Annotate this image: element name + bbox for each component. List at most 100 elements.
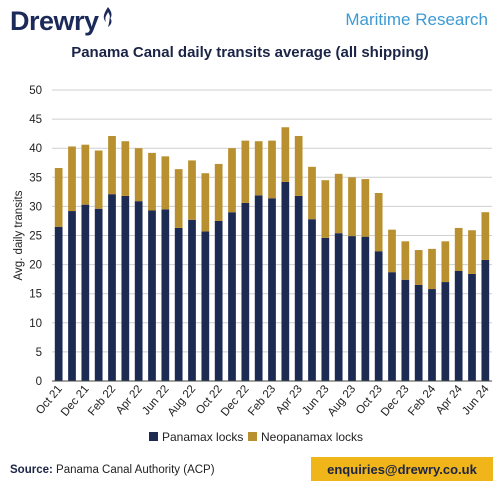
y-tick-label: 40 — [29, 143, 42, 155]
bar-neopanamax — [321, 180, 330, 238]
y-tick-label: 0 — [36, 376, 42, 388]
x-tick-label: Dec 22 — [219, 383, 252, 419]
bar-panamax — [174, 227, 183, 381]
legend-swatch-panamax — [149, 432, 158, 441]
bar-neopanamax — [414, 250, 423, 285]
y-tick-label: 30 — [29, 201, 42, 213]
bar-panamax — [268, 198, 276, 381]
bar-panamax — [241, 202, 250, 381]
flame-icon — [103, 7, 112, 27]
bar-panamax — [334, 233, 343, 381]
legend-swatch-neopanamax — [248, 432, 257, 441]
x-tick-label: Aug 23 — [326, 383, 359, 419]
bar-panamax — [468, 273, 476, 381]
bar-panamax — [374, 251, 383, 381]
y-tick-label: 15 — [29, 289, 42, 301]
bar-panamax — [308, 219, 316, 381]
bar-neopanamax — [108, 135, 116, 195]
x-tick-label: Dec 21 — [59, 383, 92, 419]
bar-neopanamax — [241, 140, 250, 203]
bar-panamax — [201, 231, 210, 381]
y-tick-label: 50 — [29, 85, 42, 97]
bar-neopanamax — [481, 212, 490, 260]
bar-panamax — [108, 194, 116, 381]
bar-panamax — [148, 210, 156, 381]
x-tick-label: Apr 23 — [274, 383, 305, 417]
bar-panamax — [348, 236, 356, 381]
y-tick-label: 45 — [29, 114, 42, 126]
bar-neopanamax — [161, 156, 170, 210]
email-link[interactable]: enquiries@drewry.co.uk — [311, 457, 493, 481]
bar-panamax — [134, 201, 143, 381]
bar-neopanamax — [468, 230, 476, 274]
bar-neopanamax — [201, 173, 210, 232]
x-tick-label: Apr 24 — [434, 383, 465, 417]
bar-panamax — [68, 211, 76, 381]
bar-neopanamax — [294, 135, 303, 196]
x-tick-label: Jun 24 — [460, 383, 492, 418]
bar-panamax — [294, 195, 303, 381]
bar-panamax — [414, 284, 423, 381]
x-tick-label: Feb 22 — [86, 383, 118, 418]
bar-neopanamax — [308, 166, 316, 220]
bar-panamax — [94, 208, 103, 381]
bar-panamax — [228, 212, 236, 381]
bar-neopanamax — [374, 193, 383, 252]
bar-panamax — [454, 271, 463, 381]
brand-name: Drewry — [10, 5, 99, 36]
bar-neopanamax — [228, 148, 236, 213]
chart-title: Panama Canal daily transits average (all… — [71, 44, 429, 61]
legend: Panamax locks Neopanamax locks — [149, 430, 363, 444]
bar-panamax — [361, 236, 370, 381]
bar-neopanamax — [441, 241, 450, 283]
source-label: Source: — [10, 464, 53, 476]
x-tick-label: Aug 22 — [166, 383, 199, 419]
bar-panamax — [401, 279, 410, 381]
bar-neopanamax — [134, 148, 143, 202]
source-note: Source: Panama Canal Authority (ACP) — [10, 464, 215, 476]
x-tick-label: Apr 22 — [114, 383, 145, 417]
tagline: Maritime Research — [345, 10, 488, 29]
bar-panamax — [161, 209, 170, 381]
y-tick-label: 35 — [29, 172, 42, 184]
x-tick-label: Feb 24 — [406, 383, 439, 419]
y-axis-label: Avg. daily transits — [13, 190, 25, 280]
y-tick-label: 20 — [29, 260, 42, 272]
bar-panamax — [121, 195, 130, 381]
bar-neopanamax — [148, 152, 156, 211]
bar-neopanamax — [94, 150, 103, 209]
bar-neopanamax — [361, 179, 370, 237]
bar-panamax — [388, 272, 396, 381]
bar-neopanamax — [68, 146, 76, 212]
bar-neopanamax — [174, 169, 183, 228]
bar-neopanamax — [334, 173, 343, 234]
bar-neopanamax — [388, 229, 396, 273]
bar-panamax — [254, 195, 263, 381]
bars — [54, 127, 490, 381]
legend-label-neopanamax: Neopanamax locks — [261, 430, 363, 444]
y-tick-label: 10 — [29, 318, 42, 330]
bar-neopanamax — [401, 241, 410, 280]
bar-neopanamax — [254, 141, 263, 196]
bar-panamax — [81, 204, 90, 381]
bar-panamax — [281, 181, 290, 381]
bar-neopanamax — [81, 144, 90, 205]
y-tick-label: 5 — [36, 347, 42, 359]
y-axis-ticks: 0 5 10 15 20 25 30 35 40 45 50 — [29, 85, 42, 388]
drewry-logo[interactable]: Drewry — [10, 6, 115, 36]
bar-panamax — [54, 226, 63, 381]
x-tick-label: Dec 23 — [379, 383, 412, 419]
y-tick-label: 25 — [29, 231, 42, 243]
bar-neopanamax — [188, 160, 196, 220]
bar-neopanamax — [268, 140, 276, 199]
bar-panamax — [321, 237, 330, 381]
bar-panamax — [188, 219, 196, 381]
bar-neopanamax — [54, 167, 63, 227]
bar-neopanamax — [428, 248, 436, 290]
bar-panamax — [428, 289, 436, 381]
bar-neopanamax — [214, 163, 223, 221]
bar-panamax — [441, 282, 450, 381]
bar-neopanamax — [281, 127, 290, 182]
bar-neopanamax — [348, 177, 356, 237]
